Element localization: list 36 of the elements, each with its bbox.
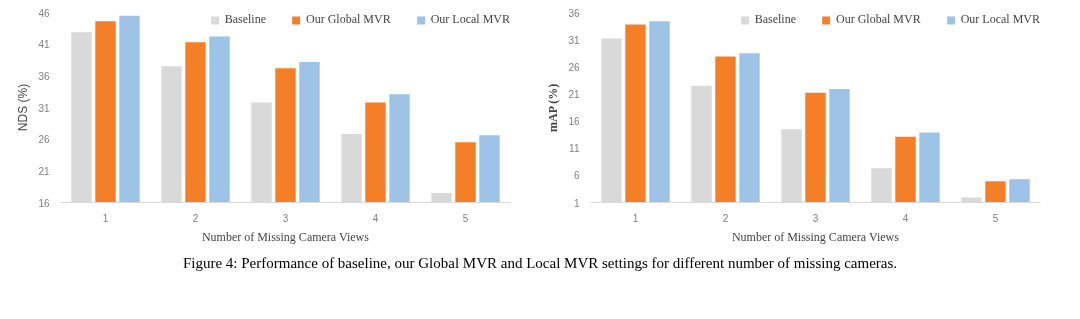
y-tick-label: 31 [568,34,580,46]
legend-label: Our Local MVR [430,12,510,27]
y-axis-title: mAP (%) [546,83,561,132]
legend-label: Baseline [224,12,266,27]
y-tick-label: 11 [569,143,580,155]
y-tick-label: 26 [38,134,50,146]
x-tick-label: 4 [372,212,379,224]
x-tick-label: 1 [102,212,109,224]
x-tick-label: 2 [722,212,729,224]
y-tick-label: 31 [38,102,50,114]
x-tick-label: 3 [282,212,289,224]
x-axis-title: Number of Missing Camera Views [731,229,900,244]
y-tick-label: 21 [38,165,50,177]
x-tick-label: 2 [192,212,199,224]
x-axis-title: Number of Missing Camera Views [201,229,370,244]
y-axis-title: NDS (%) [16,83,31,132]
y-tick-label: 41 [38,39,50,51]
caption: Figure 4: Performance of baseline, our Global MVR and Local MVR settings for different number of missing cameras. [182,254,898,273]
x-tick-label: 5 [992,212,999,224]
y-tick-label: 1 [573,197,580,209]
y-tick-label: 46 [38,7,50,19]
y-tick-label: 16 [38,197,50,209]
x-tick-label: 3 [812,212,819,224]
x-tick-label: 4 [902,212,909,224]
legend-label: Baseline [754,12,796,27]
y-tick-label: 16 [568,116,580,128]
y-tick-label: 21 [568,88,580,100]
y-tick-label: 36 [38,70,50,82]
legend-label: Our Global MVR [836,12,921,27]
y-tick-label: 36 [568,7,580,19]
y-tick-label: 26 [568,61,580,73]
x-tick-label: 5 [462,212,469,224]
y-tick-label: 6 [573,170,580,182]
legend-label: Our Local MVR [960,12,1040,27]
legend-label: Our Global MVR [306,12,391,27]
x-tick-label: 1 [632,212,639,224]
